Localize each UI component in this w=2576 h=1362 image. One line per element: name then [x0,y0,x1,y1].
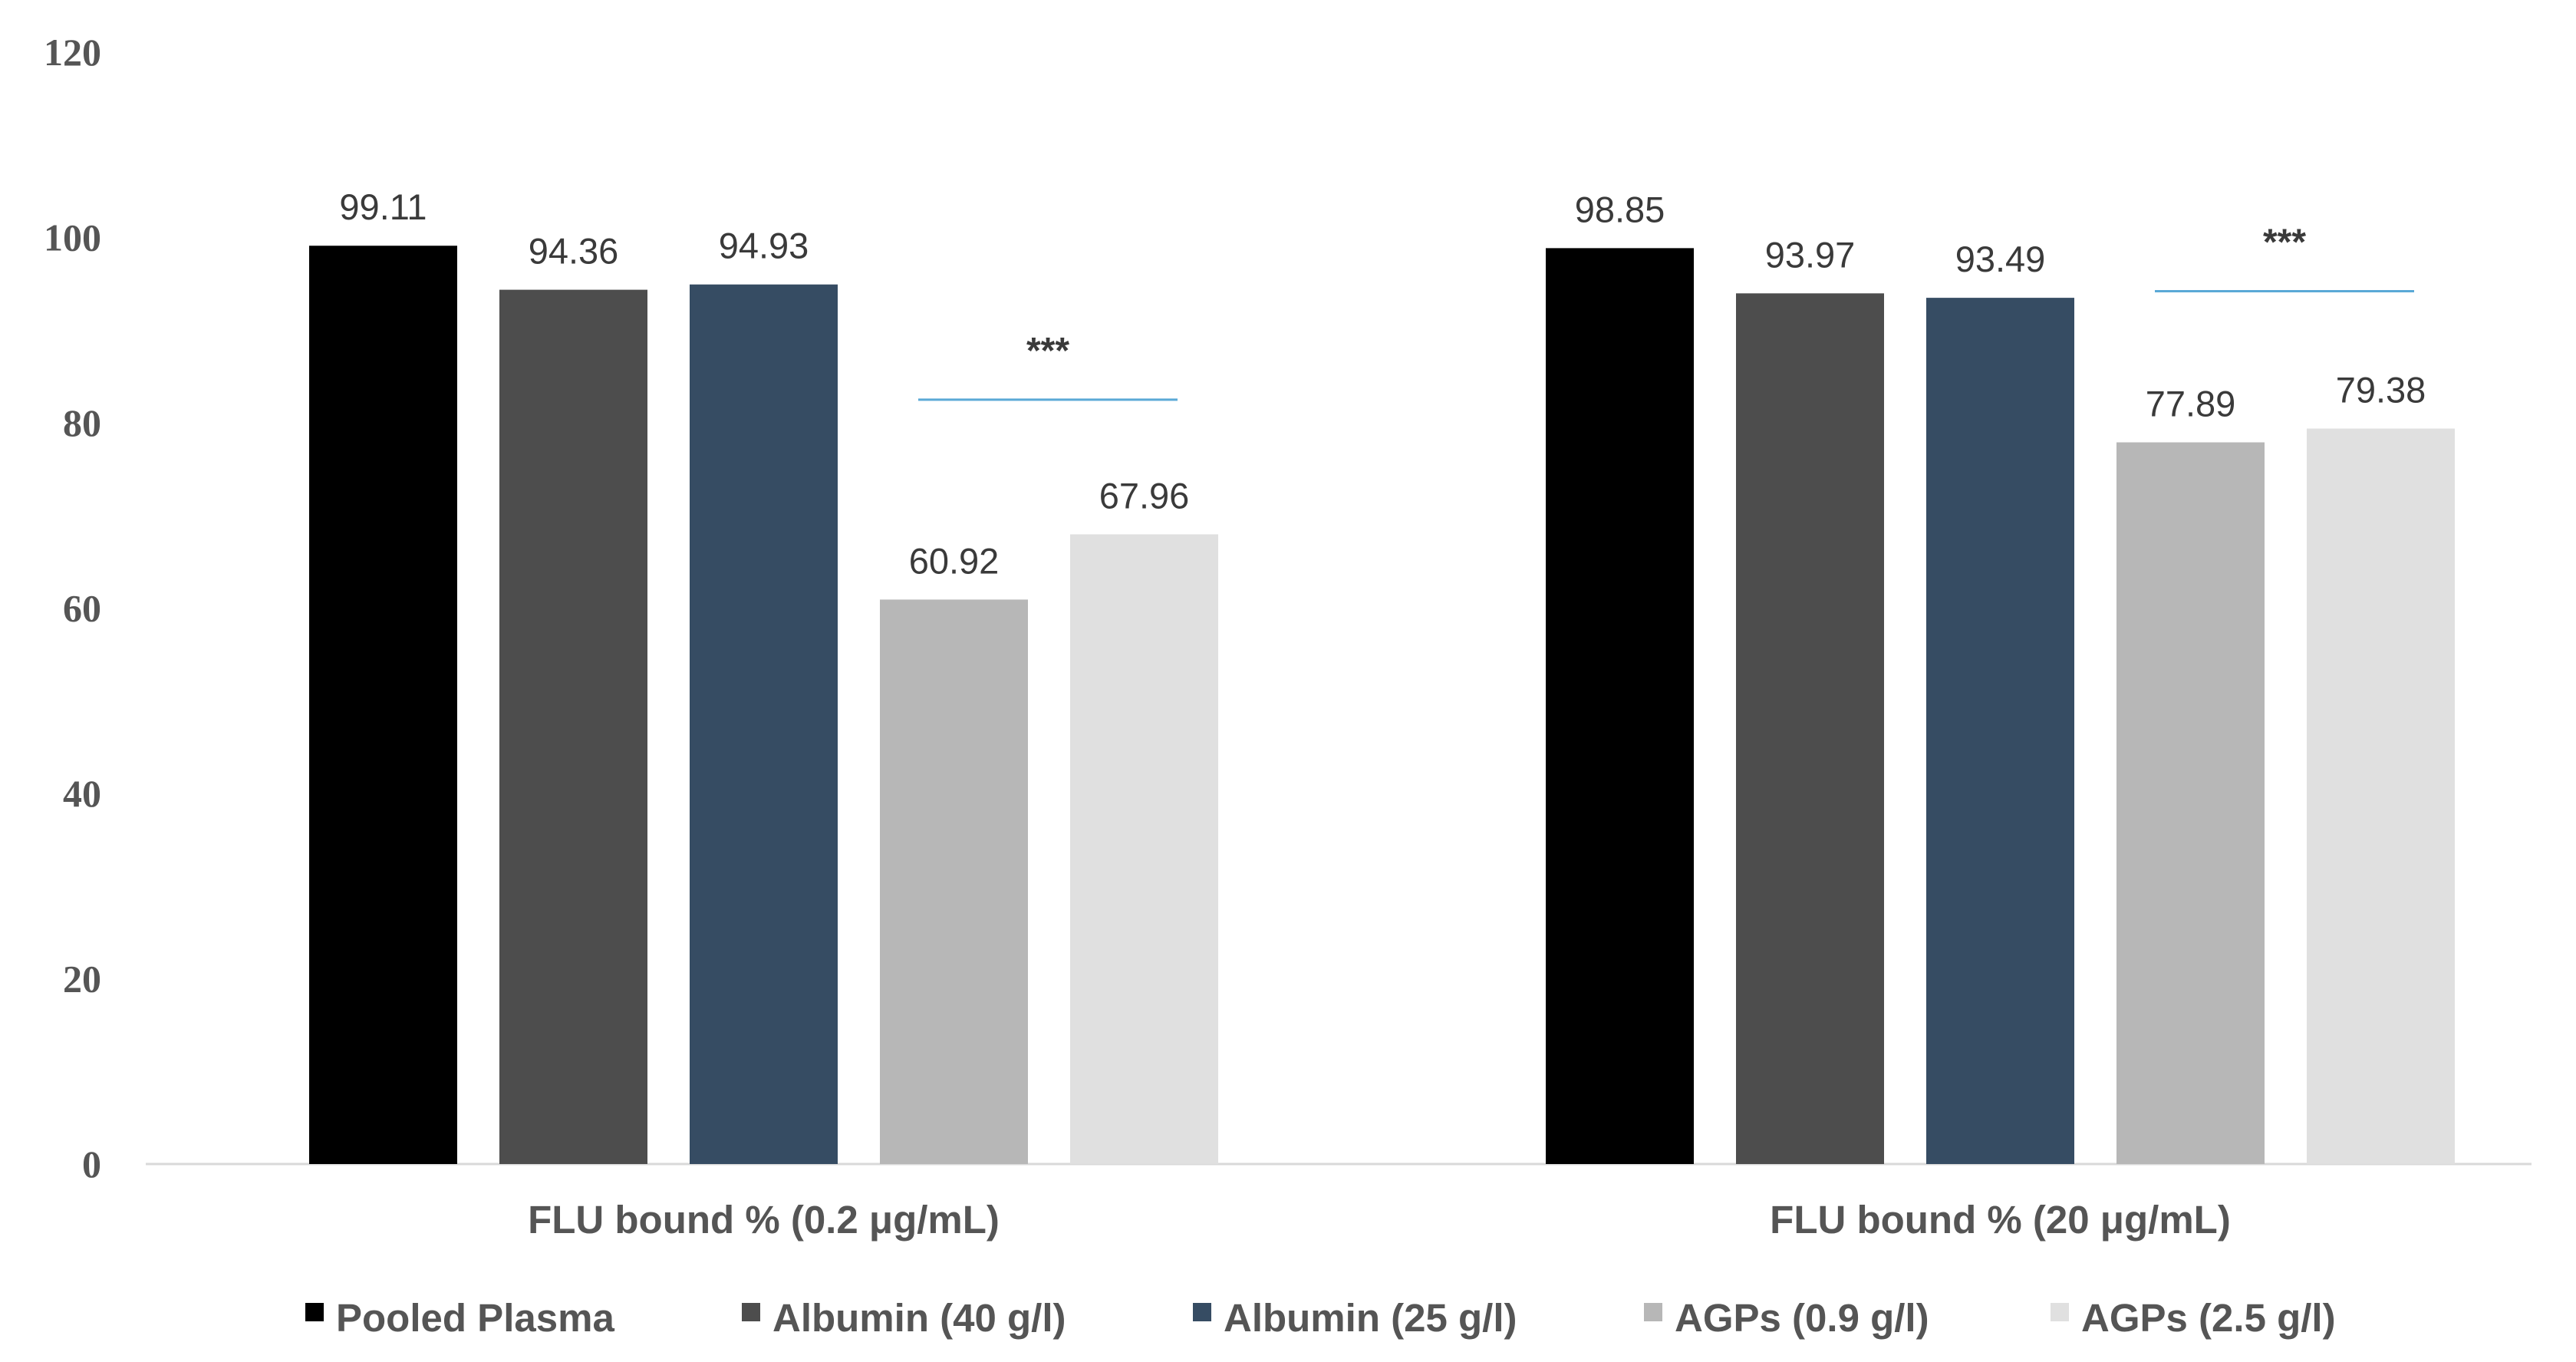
y-tick-label: 60 [63,587,101,630]
legend-label: Albumin (40 g/l) [772,1296,1066,1340]
significance-annotations: *** *** [918,223,2414,401]
category-labels: FLU bound % (0.2 μg/mL) FLU bound % (20 μ… [528,1198,2231,1242]
data-label: 99.11 [339,186,427,227]
bar [690,284,838,1165]
y-tick-label: 20 [63,958,101,1001]
y-axis: 0 20 40 60 80 100 120 [44,31,101,1186]
significance-marker: *** [1026,331,1069,371]
legend-label: AGPs (2.5 g/l) [2081,1296,2336,1340]
data-label: 98.85 [1575,189,1665,229]
legend-label: AGPs (0.9 g/l) [1675,1296,1929,1340]
legend-swatch [305,1303,324,1321]
category-label: FLU bound % (0.2 μg/mL) [528,1198,1000,1242]
legend-swatch [742,1303,760,1321]
legend: Pooled Plasma Albumin (40 g/l) Albumin (25… [305,1296,2336,1340]
bar [309,246,457,1164]
bar [1546,248,1694,1165]
data-label: 93.97 [1765,234,1856,275]
bar [1926,298,2074,1164]
category-label: FLU bound % (20 μg/mL) [1770,1198,2231,1242]
bar [1070,534,1218,1164]
bar [1736,293,1884,1164]
data-label: 79.38 [2336,369,2426,410]
bar [2307,428,2455,1164]
legend-swatch [2051,1303,2069,1321]
y-tick-label: 40 [63,772,101,815]
y-tick-label: 80 [63,401,101,444]
data-label: 94.93 [719,226,809,266]
bar [499,289,647,1164]
y-tick-label: 100 [44,216,101,259]
data-label: 67.96 [1099,475,1190,516]
data-label: 94.36 [529,231,619,272]
y-tick-label: 0 [82,1143,101,1186]
data-label: 77.89 [2146,383,2236,424]
bar [2116,442,2265,1164]
data-label: 93.49 [1955,239,2046,279]
y-tick-label: 120 [44,31,101,74]
data-labels: 99.11 94.36 94.93 60.92 67.96 98.85 93.97 93.49… [339,186,2426,581]
bars [309,246,2455,1165]
significance-marker: *** [2263,223,2306,263]
legend-swatch [1193,1303,1211,1321]
bar [880,599,1028,1164]
legend-swatch [1644,1303,1662,1321]
data-label: 60.92 [909,540,1000,581]
legend-label: Albumin (25 g/l) [1224,1296,1517,1340]
legend-label: Pooled Plasma [336,1296,614,1340]
